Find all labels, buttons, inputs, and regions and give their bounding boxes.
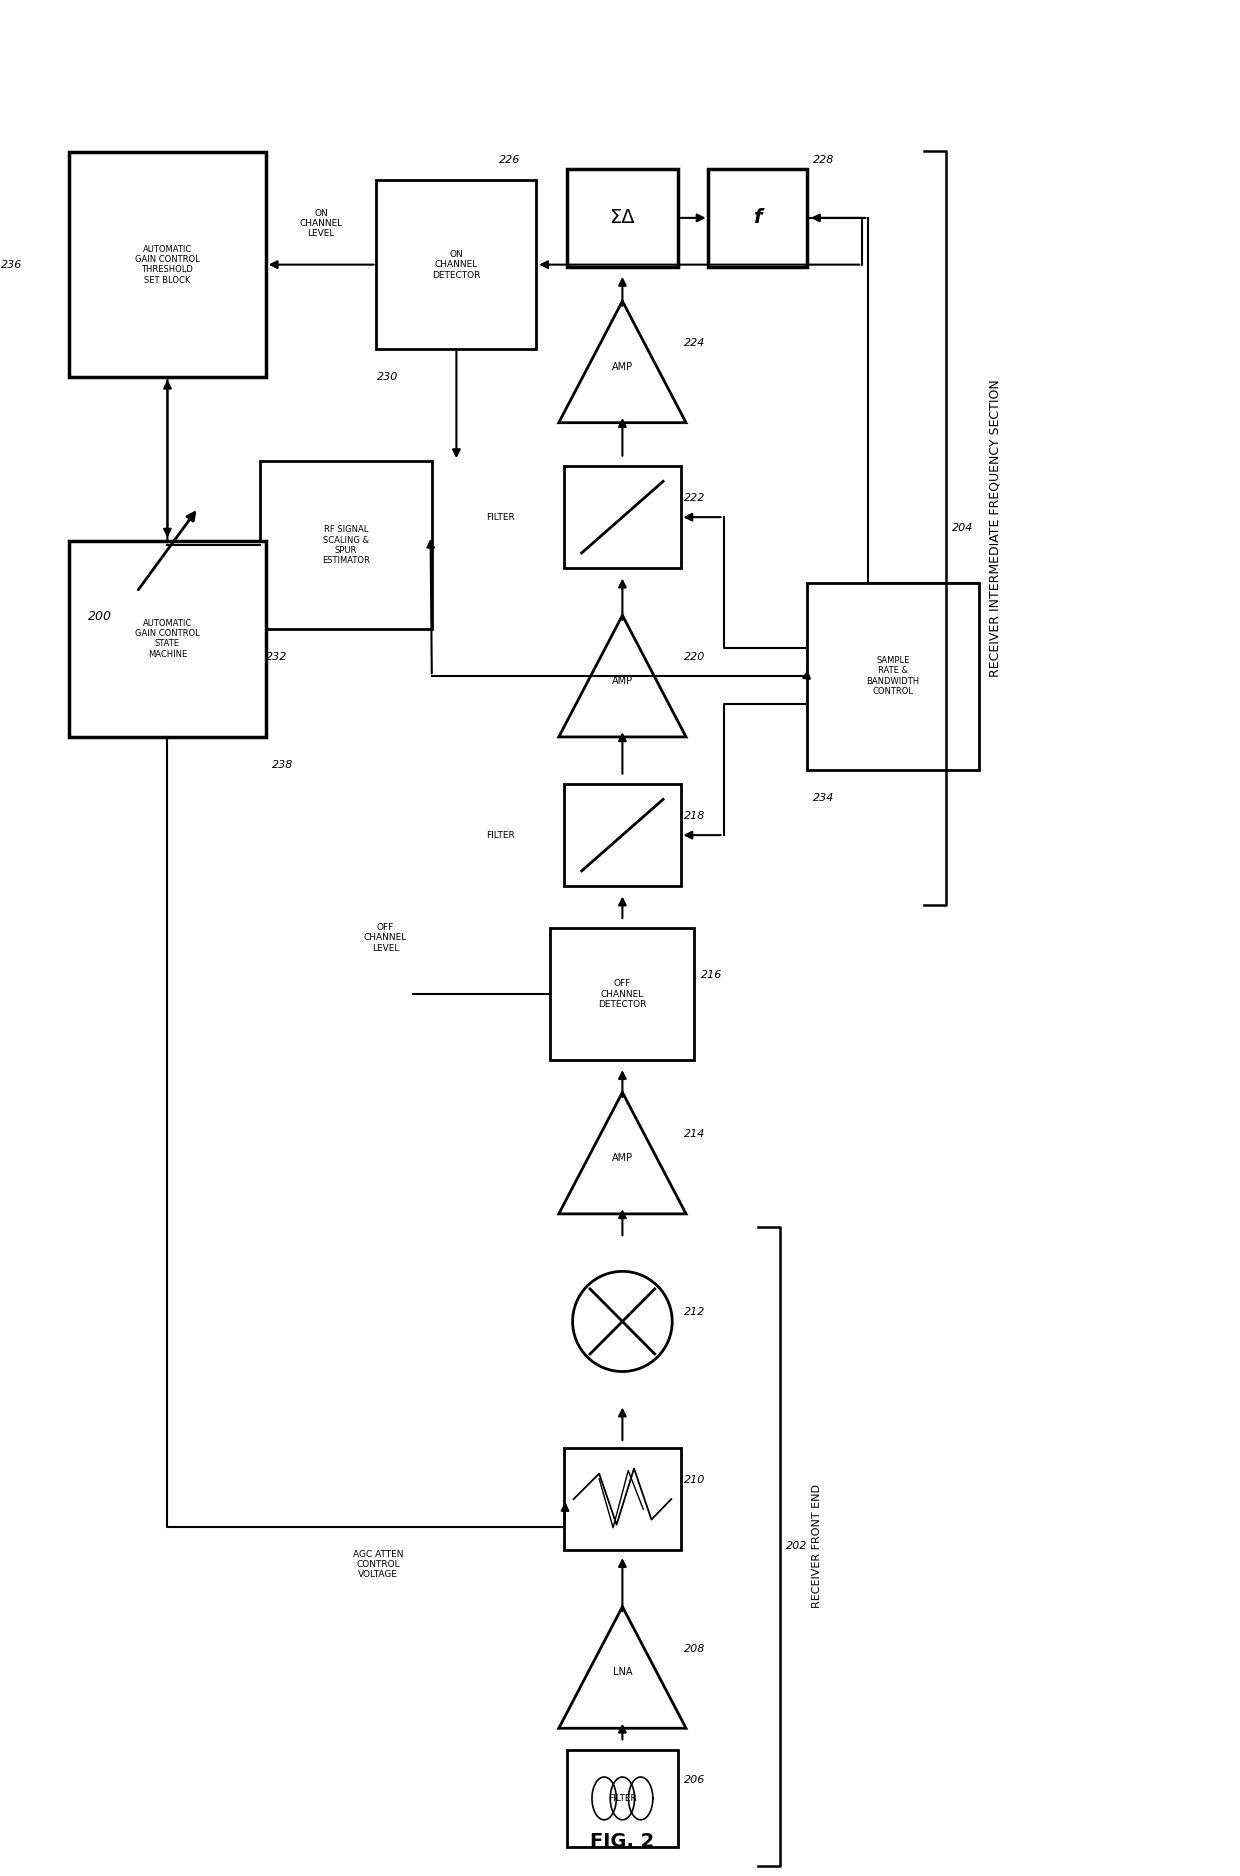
Text: FILTER: FILTER [486, 831, 515, 840]
Text: 236: 236 [1, 259, 22, 270]
Text: AUTOMATIC
GAIN CONTROL
STATE
MACHINE: AUTOMATIC GAIN CONTROL STATE MACHINE [135, 619, 200, 658]
Text: 234: 234 [813, 794, 835, 803]
Text: 222: 222 [684, 493, 706, 503]
Text: 238: 238 [272, 760, 294, 769]
Text: 226: 226 [500, 156, 521, 165]
Bar [69, 540, 265, 737]
Bar [564, 1448, 681, 1550]
Polygon shape [559, 615, 686, 737]
Text: 206: 206 [684, 1775, 706, 1784]
Text: 208: 208 [684, 1643, 706, 1655]
Bar [567, 169, 678, 266]
Text: ON
CHANNEL
LEVEL: ON CHANNEL LEVEL [300, 208, 342, 238]
Text: 200: 200 [88, 610, 112, 623]
Circle shape [573, 1272, 672, 1371]
Text: 212: 212 [684, 1308, 706, 1317]
Text: 214: 214 [684, 1129, 706, 1139]
Text: 224: 224 [684, 338, 706, 349]
Bar [564, 465, 681, 568]
Text: 216: 216 [701, 970, 722, 981]
Text: FILTER: FILTER [486, 512, 515, 522]
Text: AMP: AMP [611, 675, 632, 687]
Bar [708, 169, 807, 266]
Text: ΣΔ: ΣΔ [610, 208, 635, 227]
Text: 218: 218 [684, 812, 706, 822]
Text: RF SIGNAL
SCALING &
SPUR
ESTIMATOR: RF SIGNAL SCALING & SPUR ESTIMATOR [322, 525, 370, 565]
Text: SAMPLE
RATE &
BANDWIDTH
CONTROL: SAMPLE RATE & BANDWIDTH CONTROL [867, 657, 920, 696]
Bar [807, 583, 980, 769]
Polygon shape [559, 1092, 686, 1214]
Bar [567, 1750, 678, 1848]
Bar [551, 929, 694, 1060]
Text: 210: 210 [684, 1475, 706, 1486]
Text: LNA: LNA [613, 1668, 632, 1677]
Text: 232: 232 [265, 653, 288, 662]
Polygon shape [559, 302, 686, 422]
Bar [377, 180, 537, 349]
Bar [259, 461, 432, 628]
Text: 230: 230 [377, 371, 398, 383]
Text: AMP: AMP [611, 1154, 632, 1163]
Text: OFF
CHANNEL
LEVEL: OFF CHANNEL LEVEL [365, 923, 407, 953]
Text: 228: 228 [813, 156, 835, 165]
Text: 202: 202 [786, 1542, 807, 1551]
Text: AUTOMATIC
GAIN CONTROL
THRESHOLD
SET BLOCK: AUTOMATIC GAIN CONTROL THRESHOLD SET BLO… [135, 244, 200, 285]
Text: FILTER: FILTER [608, 1793, 637, 1803]
Text: f: f [754, 208, 761, 227]
Text: 220: 220 [684, 653, 706, 662]
Text: RECEIVER FRONT END: RECEIVER FRONT END [812, 1484, 822, 1608]
Bar [69, 152, 265, 377]
Text: FIG. 2: FIG. 2 [590, 1833, 655, 1852]
Text: RECEIVER INTERMEDIATE FREQUENCY SECTION: RECEIVER INTERMEDIATE FREQUENCY SECTION [988, 379, 1002, 677]
Polygon shape [559, 1606, 686, 1728]
Text: 204: 204 [952, 523, 973, 533]
Text: OFF
CHANNEL
DETECTOR: OFF CHANNEL DETECTOR [598, 979, 646, 1009]
Text: AGC ATTEN
CONTROL
VOLTAGE: AGC ATTEN CONTROL VOLTAGE [353, 1550, 403, 1580]
Text: ON
CHANNEL
DETECTOR: ON CHANNEL DETECTOR [433, 250, 481, 280]
Bar [564, 784, 681, 885]
Text: AMP: AMP [611, 362, 632, 371]
